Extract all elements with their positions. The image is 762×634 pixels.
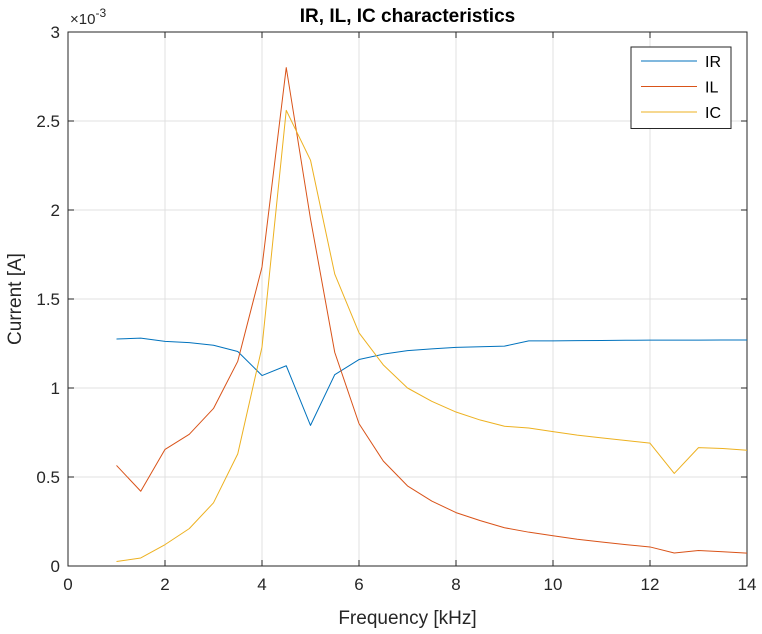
x-tick-label: 6 (354, 575, 363, 594)
x-axis-label: Frequency [kHz] (338, 608, 476, 629)
series-line-ic (116, 109, 748, 563)
legend: IR IL IC (630, 46, 732, 129)
series-lines (116, 67, 748, 563)
x-tick-label: 8 (451, 575, 460, 594)
legend-label: IC (705, 105, 721, 122)
series-line-il (116, 67, 748, 554)
y-tick-label: 2.5 (36, 112, 60, 131)
x-tick-label: 12 (641, 575, 660, 594)
y-axis-exponent: ×10-3 (70, 6, 106, 28)
y-tick-label: 1 (51, 379, 60, 398)
y-tick-label: 3 (51, 23, 60, 42)
legend-label: IR (705, 54, 721, 71)
x-tick-label: 2 (160, 575, 169, 594)
exponent-power: -3 (95, 6, 106, 20)
y-tick-label: 1.5 (36, 290, 60, 309)
x-tick-label: 4 (257, 575, 266, 594)
axis-ticks: 0 2 4 6 8 10 12 14 0 0.5 1 1.5 2 2.5 3 (36, 23, 756, 594)
y-tick-label: 0.5 (36, 468, 60, 487)
legend-label: IL (705, 80, 718, 97)
x-tick-label: 0 (63, 575, 72, 594)
y-tick-label: 2 (51, 201, 60, 220)
y-tick-label: 0 (51, 557, 60, 576)
series-line-ir (116, 337, 747, 426)
x-tick-label: 10 (544, 575, 563, 594)
exponent-base: ×10 (70, 11, 95, 28)
chart-title: IR, IL, IC characteristics (300, 6, 515, 27)
x-tick-label: 14 (738, 575, 757, 594)
y-axis-label: Current [A] (5, 253, 26, 345)
